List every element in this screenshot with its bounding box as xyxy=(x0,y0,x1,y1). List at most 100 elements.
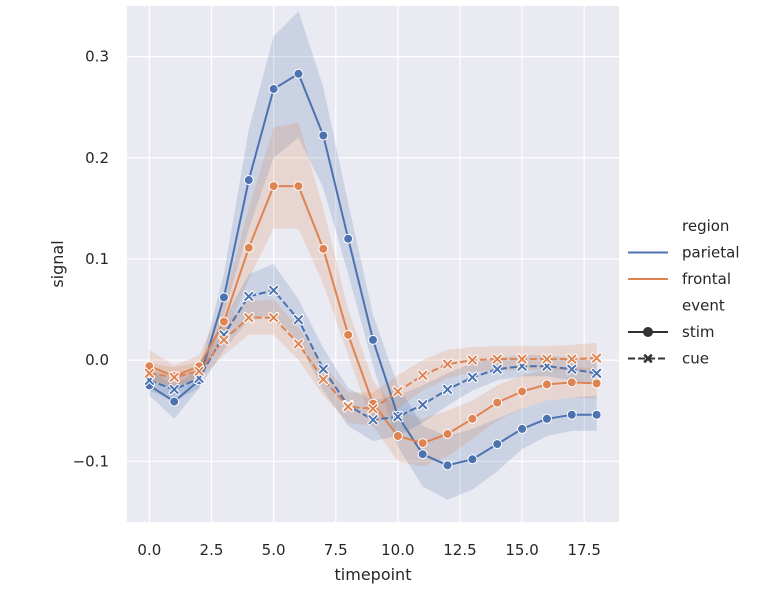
frontal-cue-point xyxy=(417,369,429,381)
frontal-stim-point xyxy=(566,377,577,388)
frontal-stim-point xyxy=(318,243,329,254)
legend: region parietal frontal event stim cue xyxy=(628,217,740,368)
frontal-stim-point xyxy=(467,413,478,424)
legend-label-frontal: frontal xyxy=(682,270,731,288)
frontal-cue-point xyxy=(168,371,180,383)
frontal-cue-point xyxy=(143,367,155,379)
frontal-stim-point xyxy=(492,397,503,408)
frontal-stim-point xyxy=(268,181,279,192)
y-tick-label: 0.2 xyxy=(85,149,109,167)
parietal-stim-point xyxy=(343,233,354,244)
parietal-cue-point xyxy=(417,399,429,411)
frontal-stim-point xyxy=(591,378,602,389)
parietal-cue-point xyxy=(566,363,578,375)
x-tick-label: 0.0 xyxy=(137,541,161,559)
parietal-stim-point xyxy=(517,423,528,434)
frontal-cue-point xyxy=(243,312,255,324)
frontal-stim-point xyxy=(293,181,304,192)
x-tick-label: 17.5 xyxy=(568,541,601,559)
frontal-cue-point xyxy=(268,312,280,324)
parietal-cue-point xyxy=(367,414,379,426)
parietal-cue-point xyxy=(168,383,180,396)
parietal-cue-point xyxy=(441,383,454,396)
parietal-stim-point xyxy=(293,68,304,79)
x-tick-label: 10.0 xyxy=(381,541,414,559)
parietal-stim-point xyxy=(218,292,229,303)
frontal-stim-point xyxy=(243,242,254,253)
frontal-cue-point xyxy=(218,334,230,346)
parietal-stim-point xyxy=(591,409,602,420)
x-tick-label: 15.0 xyxy=(505,541,538,559)
plot-background xyxy=(127,6,619,522)
x-axis-ticks: 0.0 2.5 5.0 7.5 10.0 12.5 15.0 17.5 xyxy=(137,541,600,559)
parietal-stim-point xyxy=(442,460,453,471)
parietal-stim-point xyxy=(541,413,552,424)
x-tick-label: 5.0 xyxy=(262,541,286,559)
parietal-cue-point xyxy=(243,290,255,302)
parietal-stim-point xyxy=(169,396,180,407)
parietal-stim-point xyxy=(243,175,254,186)
parietal-cue-point xyxy=(591,367,603,379)
frontal-cue-ci-band xyxy=(149,299,597,426)
frontal-cue-point xyxy=(292,338,305,350)
series-markers xyxy=(143,68,603,471)
frontal-cue-point xyxy=(317,373,329,385)
parietal-cue-point xyxy=(466,371,478,383)
x-tick-label: 7.5 xyxy=(324,541,348,559)
frontal-stim-point xyxy=(343,329,354,340)
y-axis-ticks: −0.1 0.0 0.1 0.2 0.3 xyxy=(73,48,109,471)
parietal-cue-ci-band xyxy=(149,264,597,442)
y-tick-label: 0.1 xyxy=(85,250,109,268)
legend-event: event xyxy=(682,297,725,315)
legend-marker-circle xyxy=(643,327,653,337)
parietal-cue-point xyxy=(268,284,280,296)
frontal-cue-point xyxy=(541,353,553,365)
parietal-stim-point xyxy=(467,454,478,465)
frontal-cue-point xyxy=(441,358,454,370)
legend-label-stim: stim xyxy=(682,323,714,341)
parietal-stim-point xyxy=(268,83,279,94)
frontal-stim-point xyxy=(392,431,403,441)
frontal-stim-point xyxy=(218,316,229,327)
frontal-cue-point xyxy=(367,403,379,415)
legend-parietal: parietal xyxy=(628,244,740,262)
frontal-stim-point xyxy=(541,379,552,390)
frontal-cue-point xyxy=(193,365,205,377)
legend-title-event: event xyxy=(682,297,725,315)
frontal-stim-point xyxy=(517,386,528,397)
parietal-stim-point xyxy=(492,439,503,450)
legend-label-parietal: parietal xyxy=(682,244,740,262)
frontal-stim-point xyxy=(417,438,428,449)
frontal-cue-point xyxy=(591,352,603,364)
parietal-stim-point xyxy=(417,449,428,460)
frontal-cue-point xyxy=(516,353,528,365)
legend-label-cue: cue xyxy=(682,350,709,368)
parietal-cue-point xyxy=(392,411,404,423)
legend-region: region xyxy=(682,217,729,235)
frontal-stim-ci-band xyxy=(149,122,597,467)
frontal-cue-point xyxy=(466,354,478,366)
y-tick-label: −0.1 xyxy=(73,452,109,470)
parietal-stim-point xyxy=(318,130,329,141)
legend-title-region: region xyxy=(682,217,729,235)
y-axis-label: signal xyxy=(48,240,67,287)
parietal-stim-point xyxy=(566,409,577,420)
parietal-cue-point xyxy=(491,363,503,375)
x-tick-label: 2.5 xyxy=(200,541,224,559)
legend-frontal: frontal xyxy=(628,270,731,288)
frontal-cue-point xyxy=(392,385,404,398)
x-axis-label: timepoint xyxy=(335,565,412,584)
legend-stim: stim xyxy=(628,323,714,341)
frontal-cue-point xyxy=(566,353,578,365)
parietal-stim-point xyxy=(368,334,378,345)
frontal-cue-point xyxy=(491,353,503,365)
y-tick-label: 0.3 xyxy=(85,48,109,66)
legend-marker-x xyxy=(643,353,653,364)
legend-cue: cue xyxy=(628,350,709,368)
y-tick-label: 0.0 xyxy=(85,351,109,369)
parietal-cue-point xyxy=(317,363,329,375)
x-tick-label: 12.5 xyxy=(443,541,476,559)
frontal-stim-point xyxy=(442,428,453,439)
frontal-cue-point xyxy=(342,401,354,413)
